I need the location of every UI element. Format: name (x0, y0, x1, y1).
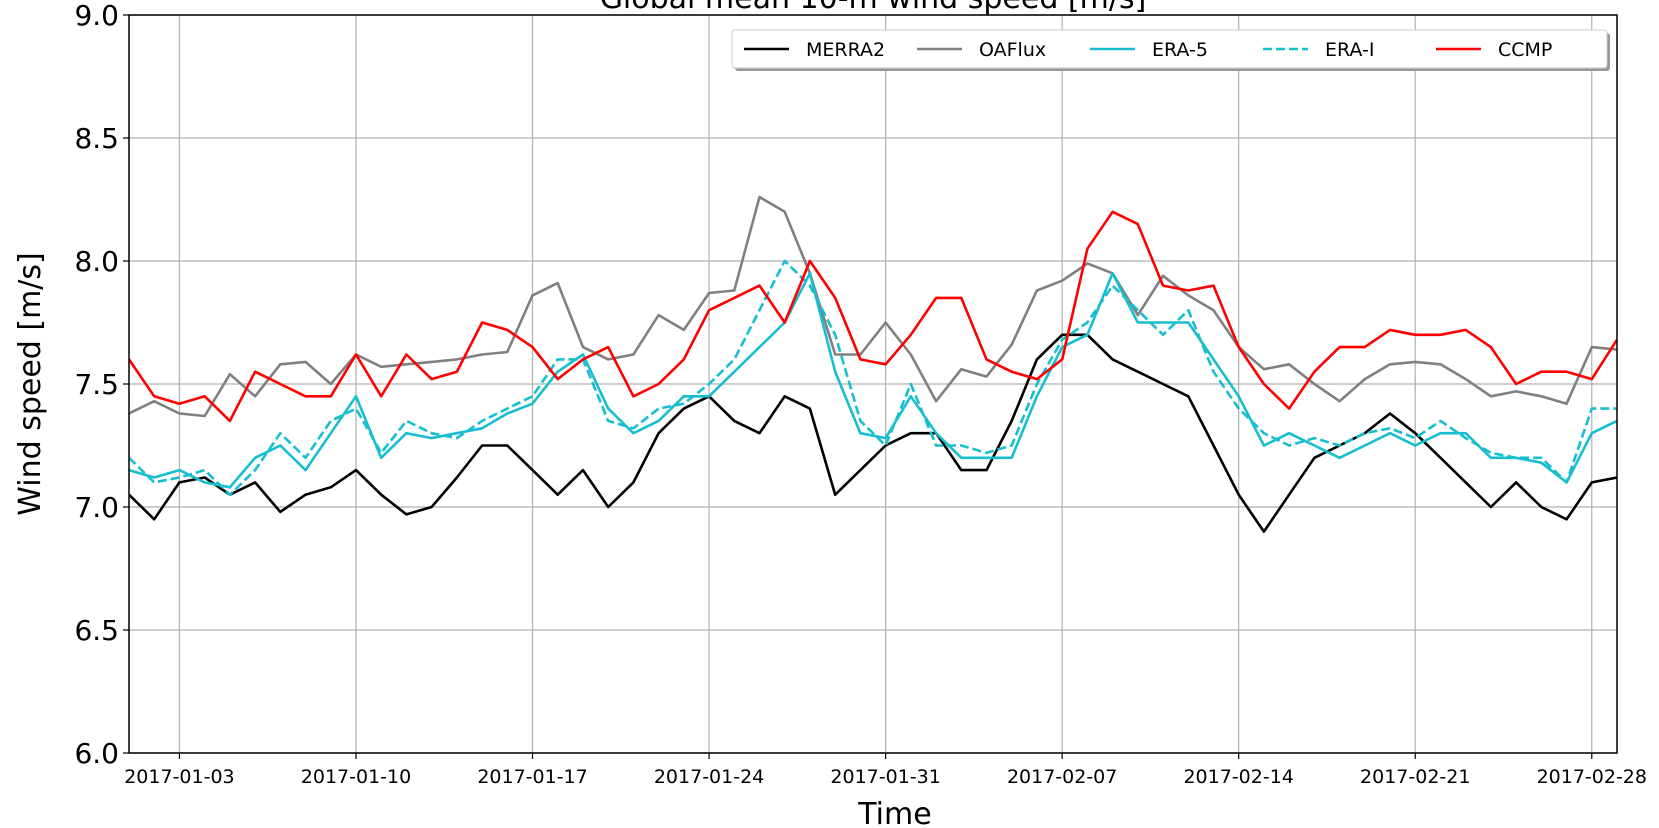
x-tick-label: 2017-01-24 (654, 766, 764, 788)
legend-label: CCMP (1498, 39, 1552, 61)
legend-label: ERA-5 (1152, 39, 1208, 61)
x-tick-label: 2017-02-14 (1183, 766, 1293, 788)
x-tick-label: 2017-01-31 (830, 766, 940, 788)
legend-label: MERRA2 (806, 39, 885, 61)
legend-box (731, 29, 1608, 69)
x-tick-label: 2017-02-28 (1537, 766, 1647, 788)
plot-frame (128, 14, 1618, 754)
series-line (129, 333, 1617, 533)
y-tick-label: 6.0 (74, 737, 119, 770)
y-tick-label: 8.0 (74, 245, 119, 278)
legend-label: ERA-I (1325, 39, 1374, 61)
series-line (129, 210, 1617, 423)
x-tick-label: 2017-02-07 (1007, 766, 1117, 788)
y-axis-label: Wind speed [m/s] (13, 252, 48, 515)
legend-label: OAFlux (979, 39, 1046, 61)
series-line (129, 259, 1617, 496)
y-tick-label: 8.5 (74, 122, 119, 155)
series-line (129, 195, 1617, 418)
x-tick-label: 2017-02-21 (1360, 766, 1470, 788)
chart-title: Global mean 10-m wind speed [m/s] (600, 0, 1147, 16)
y-tick-label: 7.5 (74, 368, 119, 401)
y-tick-label: 9.0 (74, 0, 119, 32)
y-tick-label: 6.5 (74, 614, 119, 647)
x-tick-label: 2017-01-17 (477, 766, 587, 788)
x-tick-label: 2017-01-10 (301, 766, 411, 788)
x-tick-label: 2017-01-03 (124, 766, 234, 788)
series-line (129, 272, 1617, 489)
y-tick-label: 7.0 (74, 491, 119, 524)
x-axis-label: Time (857, 797, 931, 828)
